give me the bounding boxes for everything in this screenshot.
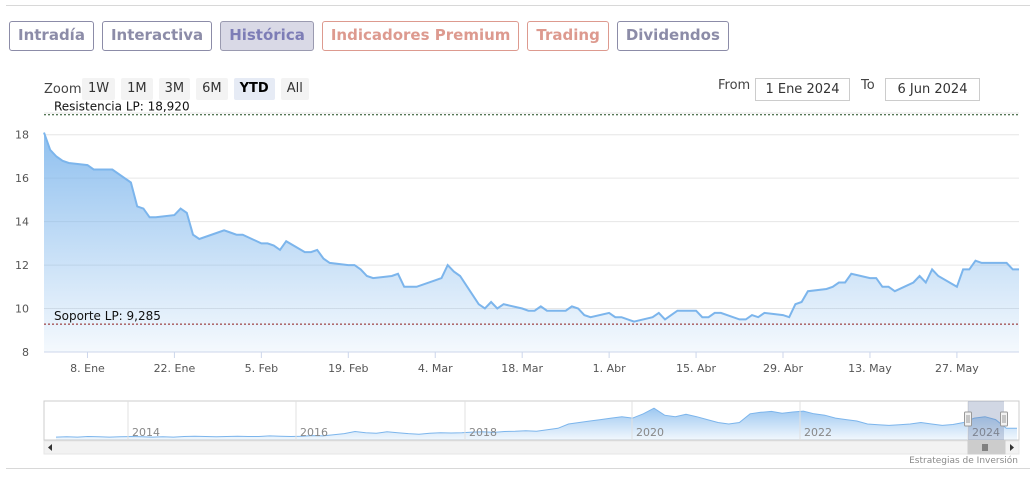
zoom-1m-button[interactable]: 1M bbox=[121, 78, 153, 100]
from-label: From bbox=[718, 78, 751, 93]
zoom-ytd-button[interactable]: YTD bbox=[233, 78, 275, 100]
to-label: To bbox=[861, 78, 875, 93]
plot-lines: Resistencia LP: 18,920 Soporte LP: 9,285 bbox=[43, 100, 1020, 325]
zoom-buttons: 1W 1M 3M 6M YTD All bbox=[82, 78, 309, 100]
x-tick-label: 15. Abr bbox=[676, 362, 716, 375]
zoom-3m-button[interactable]: 3M bbox=[158, 78, 191, 100]
y-tick-label: 18 bbox=[15, 129, 29, 142]
navigator-selection bbox=[968, 401, 1004, 440]
chart-type-tabs: Intradía Interactiva Histórica Indicadores … bbox=[9, 21, 729, 51]
x-tick-label: 1. Abr bbox=[593, 362, 626, 375]
navigator-frame bbox=[43, 400, 1020, 441]
x-tick-label: 8. Ene bbox=[70, 362, 105, 375]
bottom-divider bbox=[6, 468, 1030, 469]
tab-dividendos[interactable]: Dividendos bbox=[616, 21, 729, 51]
zoom-label: Zoom bbox=[44, 82, 82, 97]
scroll-left-arrow-icon[interactable] bbox=[48, 444, 52, 451]
scrollbar-track[interactable] bbox=[43, 440, 1020, 455]
y-tick-label: 14 bbox=[15, 216, 29, 229]
navigator-year-label: 2020 bbox=[636, 426, 664, 439]
tab-histórica[interactable]: Histórica bbox=[220, 21, 314, 51]
tab-intradía[interactable]: Intradía bbox=[9, 21, 94, 51]
x-tick-label: 27. May bbox=[935, 362, 979, 375]
navigator-right-handle[interactable] bbox=[1000, 411, 1008, 427]
tab-interactiva[interactable]: Interactiva bbox=[101, 21, 213, 51]
navigator: 2014 2016 2018 2020 2022 2024 bbox=[43, 400, 1020, 455]
scroll-right-arrow-icon[interactable] bbox=[1010, 444, 1014, 451]
support-label: Soporte LP: 9,285 bbox=[54, 309, 161, 323]
scrollbar-thumb[interactable] bbox=[967, 440, 1006, 455]
x-tick-label: 19. Feb bbox=[328, 362, 368, 375]
y-axis: 8 10 12 14 16 18 bbox=[15, 129, 29, 359]
y-tick-label: 8 bbox=[22, 346, 29, 359]
x-tick-label: 4. Mar bbox=[418, 362, 453, 375]
price-area bbox=[44, 132, 1019, 352]
zoom-all-button[interactable]: All bbox=[280, 78, 309, 100]
resistance-label: Resistencia LP: 18,920 bbox=[54, 100, 190, 114]
zoom-6m-button[interactable]: 6M bbox=[196, 78, 228, 100]
x-tick-label: 22. Ene bbox=[154, 362, 196, 375]
grid-lines bbox=[44, 112, 1019, 353]
tab-trading[interactable]: Trading bbox=[527, 21, 609, 51]
price-line bbox=[43, 132, 1019, 323]
navigator-year-label: 2014 bbox=[132, 426, 160, 439]
navigator-year-label: 2022 bbox=[804, 426, 832, 439]
x-tick-label: 5. Feb bbox=[245, 362, 278, 375]
navigator-area bbox=[56, 408, 1017, 440]
navigator-year-label: 2016 bbox=[300, 426, 328, 439]
navigator-left-handle[interactable] bbox=[964, 411, 972, 427]
y-tick-label: 12 bbox=[15, 259, 29, 272]
y-tick-label: 16 bbox=[15, 172, 29, 185]
navigator-year-label: 2018 bbox=[469, 426, 497, 439]
navigator-line bbox=[55, 407, 1017, 438]
top-divider bbox=[6, 5, 1030, 6]
zoom-1w-button[interactable]: 1W bbox=[82, 78, 116, 100]
x-tick-label: 13. May bbox=[848, 362, 892, 375]
from-date-input[interactable]: 1 Ene 2024 bbox=[755, 78, 850, 101]
x-axis: 8. Ene 22. Ene 5. Feb 19. Feb 4. Mar 18. Mar 1… bbox=[44, 351, 1019, 375]
navigator-year-label: 2024 bbox=[972, 426, 1000, 439]
y-tick-label: 10 bbox=[15, 303, 29, 316]
to-date-input[interactable]: 6 Jun 2024 bbox=[885, 78, 980, 101]
x-tick-label: 29. Abr bbox=[763, 362, 803, 375]
credits: Estrategias de Inversión bbox=[909, 456, 1018, 466]
x-tick-label: 18. Mar bbox=[501, 362, 543, 375]
tab-indicadores-premium[interactable]: Indicadores Premium bbox=[321, 21, 520, 51]
